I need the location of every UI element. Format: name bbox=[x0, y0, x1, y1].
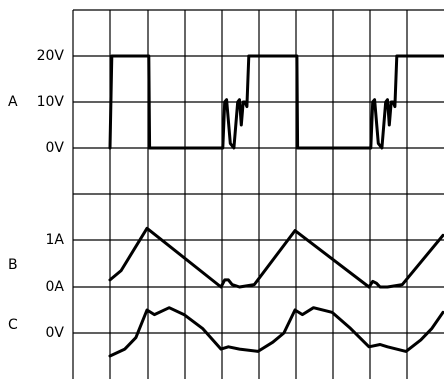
tick-labels: A 20V 10V 0V B 1A 0A C 0V bbox=[8, 48, 64, 341]
traces bbox=[108, 54, 444, 358]
y-tick-label: 0V bbox=[46, 140, 65, 156]
trace-c bbox=[108, 306, 444, 358]
y-tick-label: 20V bbox=[37, 48, 65, 64]
channel-label: C bbox=[8, 317, 18, 333]
y-tick-label: 10V bbox=[37, 94, 65, 110]
channel-label: A bbox=[8, 94, 18, 110]
trace-b bbox=[108, 226, 444, 289]
y-tick-label: 1A bbox=[46, 232, 65, 248]
channel-label: B bbox=[8, 257, 18, 273]
grid bbox=[72, 9, 444, 379]
y-tick-label: 0V bbox=[46, 325, 65, 341]
y-tick-label: 0A bbox=[46, 279, 65, 295]
trace-a bbox=[108, 54, 444, 150]
